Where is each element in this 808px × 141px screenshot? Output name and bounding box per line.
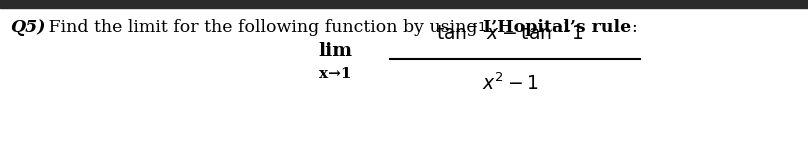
Text: Find the limit for the following function by using: Find the limit for the following functio… bbox=[43, 19, 483, 36]
Bar bbox=[0, 0, 808, 8]
Text: $x^2 - 1$: $x^2 - 1$ bbox=[482, 72, 538, 94]
Text: $\mathrm{tan}^{-1}x - \mathrm{tan}^{-1}1$: $\mathrm{tan}^{-1}x - \mathrm{tan}^{-1}1… bbox=[436, 22, 584, 44]
Text: :: : bbox=[631, 19, 637, 36]
Text: x→1: x→1 bbox=[318, 67, 351, 81]
Text: Q5): Q5) bbox=[10, 19, 45, 36]
Text: L’Hopital’s rule: L’Hopital’s rule bbox=[483, 19, 631, 36]
Text: lim: lim bbox=[318, 42, 352, 60]
